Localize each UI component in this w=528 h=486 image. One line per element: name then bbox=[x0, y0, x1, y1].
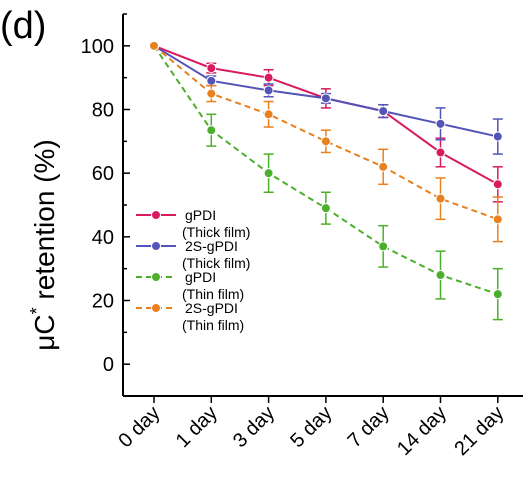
data-point bbox=[492, 131, 503, 142]
data-point bbox=[263, 168, 274, 179]
series-4 bbox=[149, 40, 503, 243]
legend-label: gPDI bbox=[185, 207, 216, 223]
series-layer bbox=[149, 40, 503, 321]
legend-marker bbox=[151, 241, 161, 251]
data-point bbox=[206, 63, 217, 74]
data-point bbox=[492, 289, 503, 300]
data-point bbox=[263, 85, 274, 96]
y-axis-label: μC* retention (%) bbox=[27, 139, 60, 350]
data-point bbox=[378, 106, 389, 117]
data-point bbox=[206, 125, 217, 136]
data-point bbox=[435, 118, 446, 129]
data-point bbox=[149, 40, 159, 51]
legend-sublabel: (Thick film) bbox=[182, 224, 250, 240]
legend-label: 2S-gPDI bbox=[185, 300, 238, 316]
panel-label: (d) bbox=[0, 5, 46, 47]
legend-sublabel: (Thin film) bbox=[182, 317, 244, 333]
series-1 bbox=[149, 40, 503, 203]
x-tick-label: 5 day bbox=[286, 402, 336, 452]
data-point bbox=[435, 270, 446, 281]
x-tick-label: 0 day bbox=[114, 402, 164, 452]
y-tick-label: 20 bbox=[92, 291, 114, 313]
legend-sublabel: (Thin film) bbox=[182, 286, 244, 302]
data-point bbox=[206, 75, 217, 86]
data-point bbox=[263, 72, 274, 83]
x-tick-label: 1 day bbox=[172, 402, 222, 452]
legend-marker bbox=[151, 303, 161, 313]
data-point bbox=[320, 93, 331, 104]
x-ticks: 0 day 1 day 3 day 5 day 7 day 14 day 21 day bbox=[114, 396, 508, 460]
legend-sublabel: (Thick film) bbox=[182, 255, 250, 271]
data-point bbox=[206, 88, 217, 99]
data-point bbox=[320, 203, 331, 214]
y-tick-label: 0 bbox=[103, 354, 114, 376]
series-line bbox=[153, 44, 499, 186]
data-point bbox=[320, 136, 331, 147]
data-point bbox=[435, 147, 446, 158]
legend-marker bbox=[151, 210, 161, 220]
series-3 bbox=[149, 40, 503, 321]
x-tick-label: 21 day bbox=[450, 402, 508, 460]
data-point bbox=[378, 161, 389, 172]
x-tick-label: 14 day bbox=[393, 402, 451, 460]
data-point bbox=[492, 179, 503, 190]
y-tick-label: 100 bbox=[81, 36, 114, 58]
data-point bbox=[263, 109, 274, 120]
y-ticks: 0 20 40 60 80 100 bbox=[81, 13, 130, 397]
legend-label: gPDI bbox=[185, 269, 216, 285]
legend-marker bbox=[151, 272, 161, 282]
data-point bbox=[435, 193, 446, 204]
y-tick-label: 80 bbox=[92, 100, 114, 122]
legend: gPDI(Thick film)2S-gPDI(Thick film)gPDI(… bbox=[136, 207, 250, 333]
y-tick-label: 60 bbox=[92, 163, 114, 185]
data-point bbox=[492, 214, 503, 225]
legend-label: 2S-gPDI bbox=[185, 238, 238, 254]
x-tick-label: 7 day bbox=[344, 402, 394, 452]
y-tick-label: 40 bbox=[92, 227, 114, 249]
x-tick-label: 3 day bbox=[229, 402, 279, 452]
data-point bbox=[378, 241, 389, 252]
